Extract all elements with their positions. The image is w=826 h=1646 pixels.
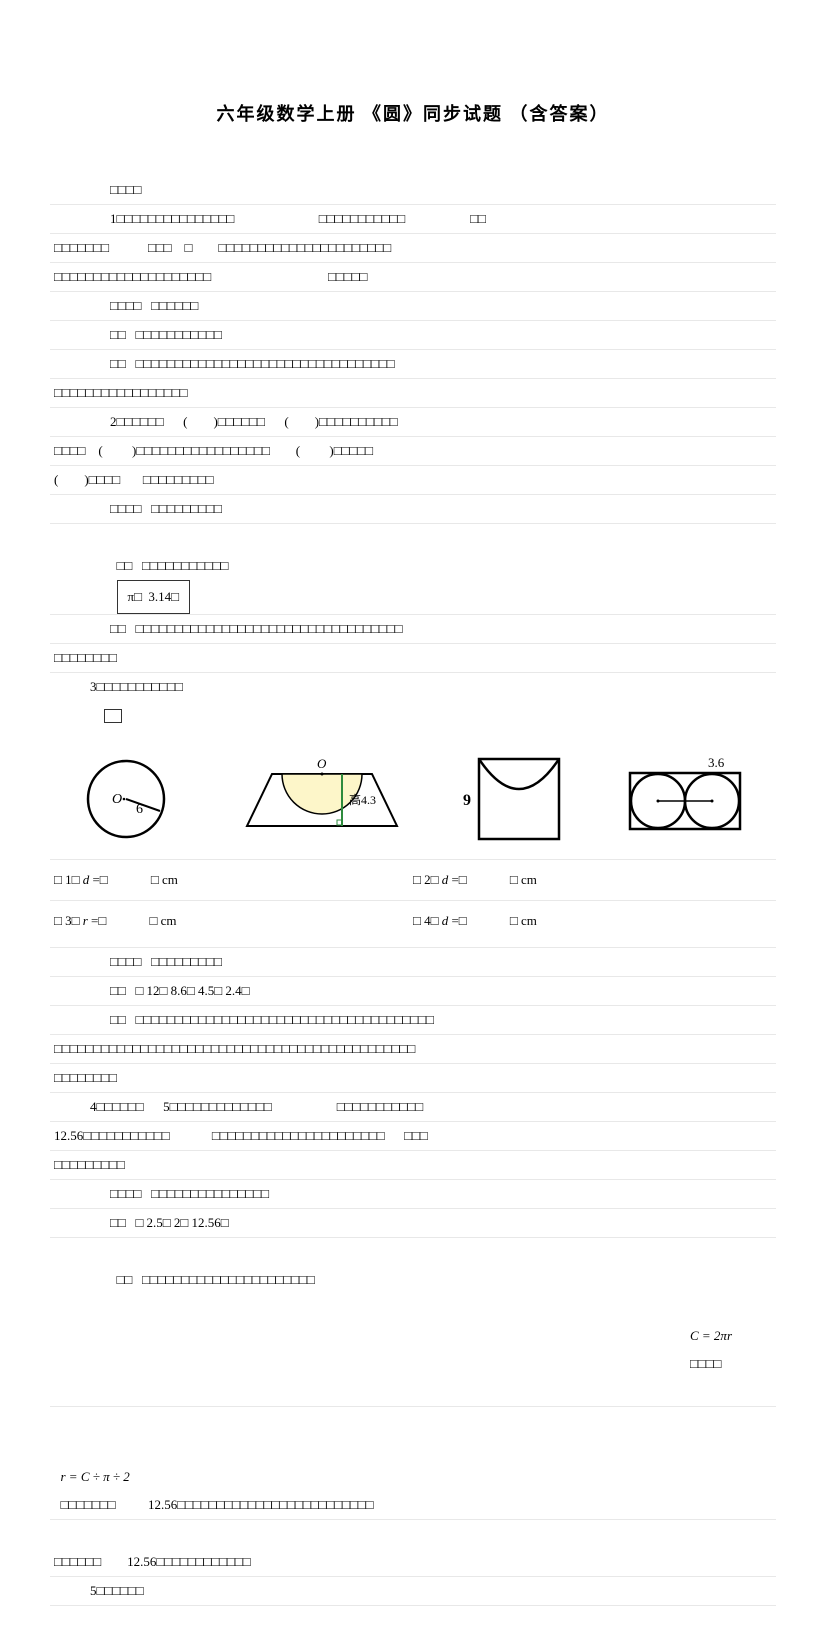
- unit: □ cm: [151, 872, 178, 887]
- text-line: □□□□ □□□□□□□□□□□□□□□: [50, 1180, 776, 1209]
- figures-row: O 6 O 高4.3 9 3.6: [50, 729, 776, 860]
- var-d: d: [442, 913, 449, 928]
- text-line: □□ □□□□□□□□□□□□□□□□□□□□□□□□□□□□□□□□□□: [50, 615, 776, 644]
- answers-row-2: □ 3□ r =□ □ cm □ 4□ d =□ □ cm: [50, 901, 776, 948]
- page-title: 六年级数学上册 《圆》同步试题 （含答案）: [50, 100, 776, 126]
- fig3-side-label: 9: [463, 792, 471, 809]
- text-line: □□□□ □□□□□□: [50, 292, 776, 321]
- unit: □ cm: [149, 913, 176, 928]
- text-line: 3□□□□□□□□□□□: [50, 673, 776, 701]
- ans-label: □ 1□: [54, 872, 79, 887]
- text-line: □□□□□□□□□□□□□□□□□: [50, 379, 776, 408]
- text-fragment: □□ □□□□□□□□□□□□□□□□□□□□□□: [117, 1272, 315, 1287]
- ans-label: □ 2□: [413, 872, 438, 887]
- text-fragment: □□□□□□□ 12.56□□□□□□□□□□□□□□□□□□□□□□□□□: [61, 1497, 374, 1512]
- text-line: 12.56□□□□□□□□□□□ □□□□□□□□□□□□□□□□□□□□□□ …: [50, 1122, 776, 1151]
- text-fragment: □□ □□□□□□□□□□□: [117, 558, 297, 573]
- text-line: 4□□□□□□ 5□□□□□□□□□□□□□ □□□□□□□□□□□: [50, 1093, 776, 1122]
- text-line: □□□□ □□□□□□□□□: [50, 495, 776, 524]
- formula-r: r = C ÷ π ÷ 2: [61, 1469, 130, 1484]
- fig1-center-label: O: [112, 792, 122, 807]
- text-line: □□ □ 2.5□ 2□ 12.56□: [50, 1209, 776, 1238]
- text-line: □□ □□□□□□□□□□□□□□□□□□□□□□ C = 2πr □□□□: [50, 1238, 776, 1407]
- text-line: □□□□□□□□: [50, 1064, 776, 1093]
- formula-suffix: □□□□: [690, 1356, 721, 1371]
- figure-3-square-arc: 9: [459, 749, 569, 849]
- text-line: 2□□□□□□ ( )□□□□□□ ( )□□□□□□□□□□: [50, 408, 776, 437]
- figure-1-circle: O 6: [76, 749, 186, 849]
- text-line: r = C ÷ π ÷ 2 □□□□□□□ 12.56□□□□□□□□□□□□□…: [50, 1435, 776, 1520]
- text-line: □□□□ ( )□□□□□□□□□□□□□□□□□ ( )□□□□□: [50, 437, 776, 466]
- text-line: □□ □□□□□□□□□□□: [50, 321, 776, 350]
- fig2-height-label: 高4.3: [349, 792, 376, 807]
- ans-label: □ 3□: [54, 913, 79, 928]
- text-line: □□□□□□□□□□□□□□□□□□□□ □□□□□: [50, 263, 776, 292]
- var-d: d: [442, 872, 449, 887]
- ans-eq: =□: [92, 872, 107, 887]
- answers-row-1: □ 1□ d =□ □ cm □ 2□ d =□ □ cm: [50, 860, 776, 901]
- text-line: □□□□□□□□□□□□□□□□□□□□□□□□□□□□□□□□□□□□□□□□…: [50, 1035, 776, 1064]
- figure-4-rect-circles: 3.6: [620, 749, 750, 849]
- figure-2-trapezoid: O 高4.3: [237, 754, 407, 844]
- text-line: ( )□□□□ □□□□□□□□□: [50, 466, 776, 495]
- spacer: [50, 1520, 776, 1548]
- box-line: [50, 701, 776, 729]
- text-line: □□ □□□□□□□□□□□□□□□□□□□□□□□□□□□□□□□□□: [50, 350, 776, 379]
- fig1-radius-label: 6: [136, 802, 143, 817]
- ans-label: □ 4□: [413, 913, 438, 928]
- text-line: 1□□□□□□□□□□□□□□□ □□□□□□□□□□□ □□: [50, 205, 776, 234]
- text-line: □□□□□□□ □□□ □ □□□□□□□□□□□□□□□□□□□□□□: [50, 234, 776, 263]
- text-line: 5□□□□□□: [50, 1577, 776, 1606]
- text-line: □□□□: [50, 176, 776, 205]
- var-r: r: [83, 913, 88, 928]
- text-line: □□□□□□ 12.56□□□□□□□□□□□□: [50, 1548, 776, 1577]
- formula-text: C = 2πr: [690, 1328, 732, 1343]
- text-line: □□□□ □□□□□□□□□: [50, 948, 776, 977]
- fig2-center-label: O: [317, 756, 327, 771]
- ans-eq: =□: [451, 913, 466, 928]
- text-line: □□□□□□□□: [50, 644, 776, 673]
- text-line: □□ □ 12□ 8.6□ 4.5□ 2.4□: [50, 977, 776, 1006]
- var-d: d: [83, 872, 90, 887]
- unit: □ cm: [510, 913, 537, 928]
- small-box: [104, 709, 122, 723]
- ans-eq: =□: [451, 872, 466, 887]
- unit: □ cm: [510, 872, 537, 887]
- formula-c: C = 2πr □□□□: [677, 1294, 732, 1406]
- text-line: □□ □□□□□□□□□□□□□□□□□□□□□□□□□□□□□□□□□□□□□…: [50, 1006, 776, 1035]
- text-line: □□□□□□□□□: [50, 1151, 776, 1180]
- pi-box: π□ 3.14□: [117, 580, 191, 614]
- fig4-width-label: 3.6: [708, 755, 725, 770]
- ans-eq: =□: [91, 913, 106, 928]
- spacer: [50, 1407, 776, 1435]
- text-line: □□ □□□□□□□□□□□ π□ 3.14□: [50, 524, 776, 615]
